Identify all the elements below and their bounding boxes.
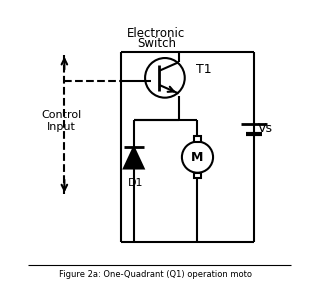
Text: Electronic: Electronic [127,27,186,40]
Text: D1: D1 [127,178,143,188]
FancyBboxPatch shape [194,136,201,142]
Text: Switch: Switch [137,37,176,50]
Text: M: M [191,151,204,164]
Text: T1: T1 [196,63,212,76]
Text: Control: Control [42,110,82,120]
Text: Vs: Vs [258,122,273,135]
FancyBboxPatch shape [194,173,201,178]
Polygon shape [124,147,144,168]
Text: Input: Input [47,122,76,132]
Text: Figure 2a: One-Quadrant (Q1) operation moto: Figure 2a: One-Quadrant (Q1) operation m… [59,270,251,279]
